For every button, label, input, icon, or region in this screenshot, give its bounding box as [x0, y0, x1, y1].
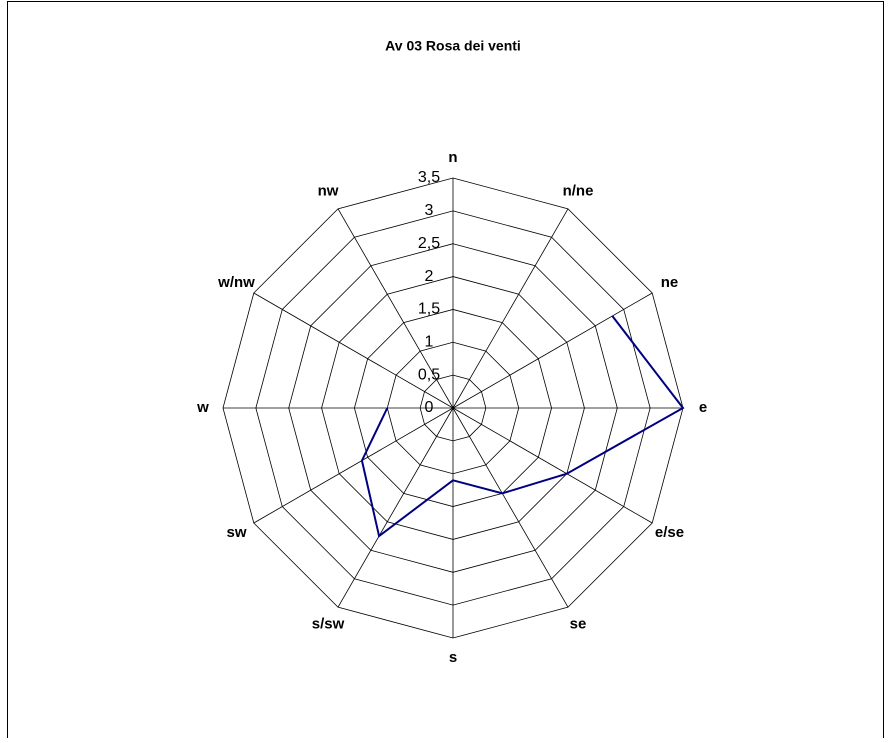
- y-tick-label: 2,5: [418, 235, 440, 252]
- category-label: s/sw: [312, 615, 345, 632]
- spoke: [452, 407, 653, 524]
- spoke: [452, 208, 569, 409]
- spoke: [253, 292, 454, 409]
- category-label: w/nw: [217, 274, 255, 291]
- spoke: [253, 407, 454, 524]
- chart-frame: [7, 1, 884, 742]
- category-label: s: [449, 649, 457, 666]
- spoke: [337, 407, 454, 608]
- category-label: n: [448, 149, 457, 166]
- y-tick-label: 3,5: [418, 169, 440, 186]
- spoke: [452, 407, 569, 608]
- spoke: [337, 208, 454, 409]
- y-tick-label: 1: [425, 334, 434, 351]
- category-label: n/ne: [563, 182, 594, 199]
- category-label: sw: [226, 524, 246, 541]
- category-label: ne: [661, 274, 679, 291]
- y-tick-label: 3: [425, 202, 434, 219]
- y-tick-label: 2: [425, 268, 434, 285]
- series-line: [360, 315, 685, 538]
- marks: [360, 315, 685, 538]
- y-tick-label: 1,5: [418, 301, 440, 318]
- category-label: nw: [318, 182, 339, 199]
- category-label: w: [196, 399, 209, 416]
- spoke: [452, 292, 653, 409]
- category-label: e: [699, 399, 707, 416]
- chart-title: Av 03 Rosa dei venti: [385, 38, 521, 54]
- y-tick-label: 0,5: [418, 366, 440, 383]
- category-label: se: [570, 615, 587, 632]
- category-label: e/se: [655, 524, 684, 541]
- grid: 00,511,522,533,5nn/neneee/sesess/swswww/…: [196, 149, 707, 666]
